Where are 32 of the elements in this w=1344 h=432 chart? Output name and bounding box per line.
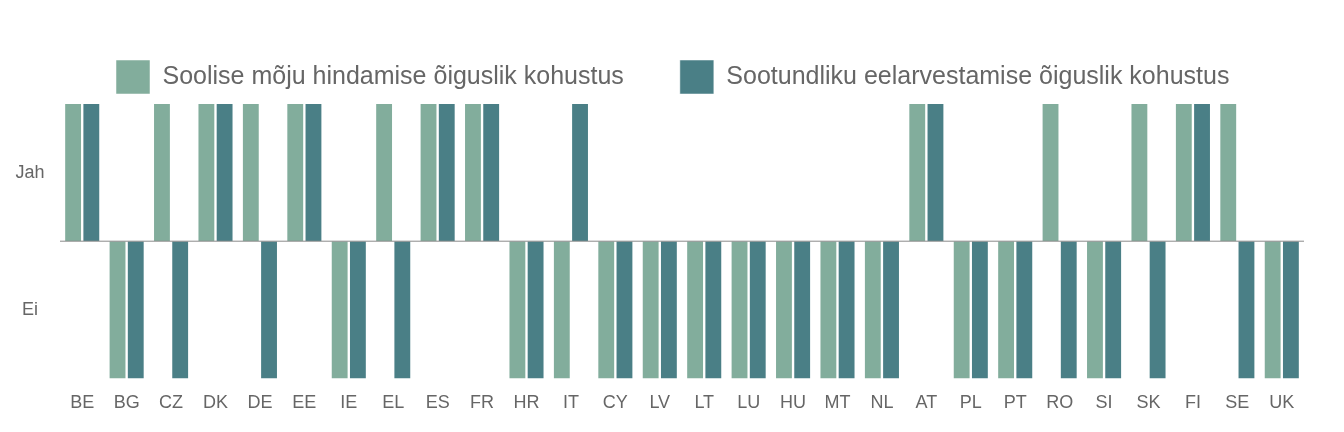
x-tick-label: LU	[737, 392, 761, 413]
x-tick-label: LT	[694, 392, 715, 413]
text: Ei	[21, 298, 39, 319]
x-tick-label: IE	[340, 392, 358, 413]
x-tick-label: RO	[1046, 392, 1074, 413]
text: Jah	[15, 161, 45, 182]
x-tick-label: DK	[202, 392, 229, 413]
x-tick-label: IT	[562, 392, 579, 413]
x-tick-label: SK	[1136, 392, 1161, 413]
x-tick-label: CZ	[159, 392, 184, 413]
x-tick-label: FI	[1184, 392, 1201, 413]
x-tick-label: CY	[602, 392, 628, 413]
x-tick-label: BE	[70, 392, 95, 413]
x-tick-label: HU	[780, 392, 807, 413]
x-tick-label: HR	[513, 392, 540, 413]
x-tick-label: SE	[1225, 392, 1250, 413]
legend-label: Soolise mõju hindamise õiguslik kohustus	[162, 60, 624, 89]
x-tick-label: BG	[113, 392, 140, 413]
x-tick-label: NL	[870, 392, 894, 413]
x-tick-label: DE	[247, 392, 273, 413]
x-tick-label: AT	[915, 392, 938, 413]
x-tick-label: FR	[470, 392, 495, 413]
x-tick-label: ES	[425, 392, 450, 413]
x-tick-label: LV	[649, 392, 671, 413]
x-tick-label: PT	[1003, 392, 1027, 413]
x-tick-label: EL	[382, 392, 405, 413]
x-tick-label: EE	[292, 392, 317, 413]
legend-label: Sootundliku eelarvestamise õiguslik kohustus	[726, 60, 1230, 89]
x-tick-label: PL	[959, 392, 982, 413]
x-tick-label: SI	[1095, 392, 1113, 413]
x-tick-label: MT	[824, 392, 851, 413]
x-tick-label: UK	[1269, 392, 1295, 413]
